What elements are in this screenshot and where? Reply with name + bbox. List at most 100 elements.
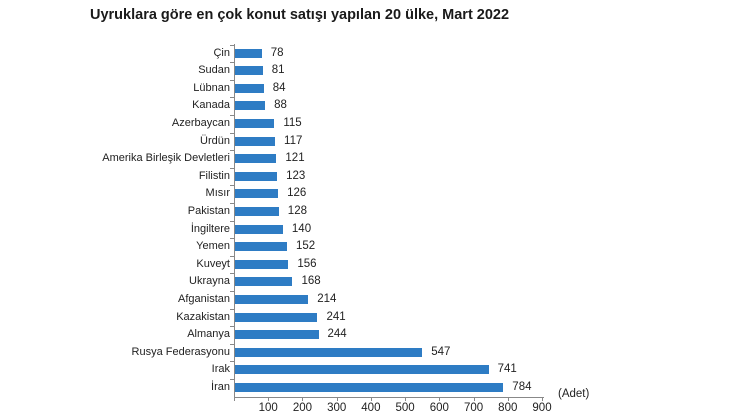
y-tick	[230, 255, 234, 257]
y-tick	[230, 290, 234, 292]
value-label: 152	[296, 240, 316, 253]
y-tick	[230, 343, 234, 345]
x-axis-unit-label: (Adet)	[558, 388, 590, 400]
x-tick-label: 200	[292, 402, 313, 414]
category-label: Kuveyt	[196, 257, 230, 270]
y-tick	[230, 44, 234, 46]
bar-row: İngiltere 140	[0, 221, 730, 238]
category-label: Çin	[213, 46, 230, 59]
bar-row: Almanya 244	[0, 326, 730, 343]
x-tick-label: 400	[361, 402, 381, 414]
value-label: 156	[297, 257, 317, 270]
value-label: 741	[497, 363, 517, 376]
x-axis	[234, 397, 544, 398]
value-label: 140	[291, 222, 312, 235]
y-tick	[230, 238, 234, 240]
value-label: 81	[271, 64, 285, 77]
bar-row: Ukrayna 168	[0, 273, 730, 290]
bar	[235, 259, 289, 269]
y-tick	[230, 79, 234, 81]
bar	[235, 83, 264, 93]
x-tick	[234, 397, 235, 401]
y-tick	[230, 97, 234, 99]
x-tick	[439, 397, 441, 401]
y-tick	[230, 308, 234, 310]
bar-row: Çin 78	[0, 45, 730, 62]
bar-row: Filistin 123	[0, 168, 730, 185]
value-label: 547	[431, 345, 451, 358]
chart-title: Uyruklara göre en çok konut satışı yapıl…	[90, 7, 510, 23]
bar	[235, 347, 423, 357]
bar-row: Yemen 152	[0, 238, 730, 255]
category-label: Afganistan	[178, 292, 230, 305]
x-tick	[302, 397, 304, 401]
category-label: Irak	[211, 363, 230, 376]
y-tick	[230, 185, 234, 187]
y-tick	[230, 361, 234, 363]
category-label: Filistin	[198, 169, 230, 182]
bar-row: Kazakistan 241	[0, 309, 730, 326]
y-tick	[230, 220, 234, 222]
value-label: 123	[286, 169, 306, 182]
y-tick	[230, 167, 234, 169]
bar-row: Lübnan 84	[0, 80, 730, 97]
y-axis	[234, 44, 235, 397]
bar	[235, 382, 504, 392]
x-tick	[542, 397, 543, 401]
y-tick	[230, 150, 234, 152]
y-tick	[230, 202, 234, 204]
bar	[235, 66, 263, 76]
x-tick-label: 700	[463, 402, 484, 414]
value-label: 78	[270, 46, 284, 59]
bar-row: Rusya Federasyonu 547	[0, 344, 730, 361]
bar	[235, 242, 288, 252]
x-tick	[336, 397, 338, 401]
bar	[235, 294, 309, 304]
bar-row: Ürdün 117	[0, 133, 730, 150]
bar-row: Azerbaycan 115	[0, 115, 730, 132]
category-label: Ukrayna	[189, 275, 230, 288]
category-label: Ürdün	[200, 134, 230, 147]
bar	[235, 312, 318, 322]
x-tick-label: 900	[532, 402, 552, 414]
bar	[235, 224, 283, 234]
value-label: 115	[283, 116, 302, 129]
value-label: 121	[285, 152, 305, 165]
category-label: Kanada	[192, 99, 230, 112]
category-label: İran	[211, 380, 230, 393]
value-label: 84	[272, 81, 286, 94]
category-label: Azerbaycan	[171, 116, 230, 129]
bar	[235, 118, 275, 128]
bar-row: Afganistan 214	[0, 291, 730, 308]
y-tick	[230, 273, 234, 275]
bar	[235, 136, 276, 146]
category-label: Sudan	[198, 64, 230, 77]
bar-row: Amerika Birleşik Devletleri 121	[0, 150, 730, 167]
bar-row: Mısır 126	[0, 185, 730, 202]
category-label: Pakistan	[187, 204, 230, 217]
category-label: İngiltere	[190, 222, 230, 235]
x-tick-label: 300	[327, 402, 347, 414]
category-label: Lübnan	[193, 81, 230, 94]
bar-row: Kuveyt 156	[0, 256, 730, 273]
value-label: 117	[284, 134, 303, 147]
x-tick-label: 800	[498, 402, 518, 414]
value-label: 214	[317, 292, 337, 305]
bar	[235, 171, 278, 181]
bar	[235, 48, 262, 58]
x-tick-label: 500	[395, 402, 415, 414]
bar-row: Pakistan 128	[0, 203, 730, 220]
y-tick	[230, 114, 234, 116]
x-tick-label: 600	[429, 402, 449, 414]
bar	[235, 101, 266, 111]
value-label: 244	[327, 328, 347, 341]
category-label: Kazakistan	[176, 310, 230, 323]
y-tick	[230, 326, 234, 328]
y-tick	[230, 378, 234, 380]
x-tick	[268, 397, 270, 401]
x-tick	[507, 397, 509, 401]
value-label: 126	[287, 187, 307, 200]
bar	[235, 277, 293, 287]
y-tick	[230, 132, 234, 134]
